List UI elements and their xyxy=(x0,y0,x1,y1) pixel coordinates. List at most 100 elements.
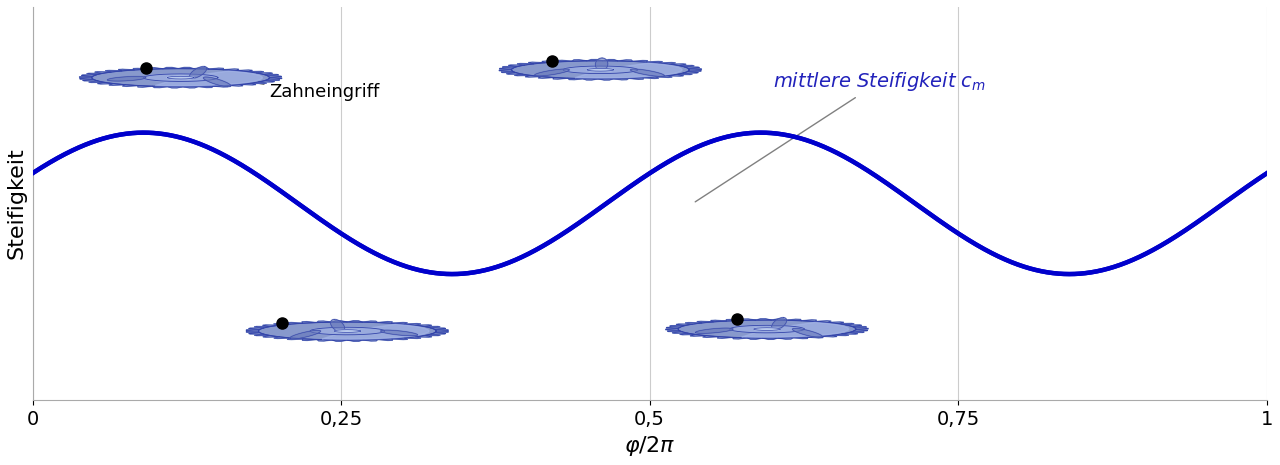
Polygon shape xyxy=(87,73,102,75)
Polygon shape xyxy=(302,322,316,323)
Polygon shape xyxy=(667,330,682,332)
Polygon shape xyxy=(563,66,637,73)
Polygon shape xyxy=(502,66,517,68)
Polygon shape xyxy=(598,79,613,80)
Polygon shape xyxy=(259,80,274,82)
Polygon shape xyxy=(499,68,513,70)
Polygon shape xyxy=(435,331,448,332)
Polygon shape xyxy=(287,323,302,324)
Polygon shape xyxy=(247,71,264,73)
Polygon shape xyxy=(772,319,787,320)
Polygon shape xyxy=(730,326,804,333)
Polygon shape xyxy=(256,73,273,74)
Polygon shape xyxy=(754,328,781,331)
Polygon shape xyxy=(79,78,93,80)
Polygon shape xyxy=(672,332,687,333)
Polygon shape xyxy=(669,326,685,327)
Polygon shape xyxy=(323,324,429,339)
Polygon shape xyxy=(246,331,260,332)
Polygon shape xyxy=(572,60,588,61)
Polygon shape xyxy=(334,330,361,332)
Polygon shape xyxy=(582,79,598,80)
X-axis label: $\varphi/2\pi$: $\varphi/2\pi$ xyxy=(625,434,676,458)
Polygon shape xyxy=(676,324,692,325)
Polygon shape xyxy=(209,68,224,70)
Polygon shape xyxy=(755,319,772,320)
Polygon shape xyxy=(262,325,279,326)
Polygon shape xyxy=(515,74,531,76)
Polygon shape xyxy=(380,330,417,336)
Polygon shape xyxy=(499,70,512,71)
Polygon shape xyxy=(108,76,146,81)
Polygon shape xyxy=(193,67,209,69)
Polygon shape xyxy=(787,319,801,321)
Polygon shape xyxy=(646,61,663,63)
Polygon shape xyxy=(854,330,868,331)
Polygon shape xyxy=(726,319,741,321)
Polygon shape xyxy=(424,334,440,336)
Polygon shape xyxy=(155,71,262,86)
Polygon shape xyxy=(392,322,407,324)
Polygon shape xyxy=(666,329,678,330)
Polygon shape xyxy=(689,68,701,70)
Polygon shape xyxy=(431,328,445,329)
Polygon shape xyxy=(632,60,648,62)
Polygon shape xyxy=(827,322,844,324)
Polygon shape xyxy=(846,325,861,326)
Polygon shape xyxy=(269,78,282,79)
Polygon shape xyxy=(680,333,696,335)
Polygon shape xyxy=(703,336,719,337)
Polygon shape xyxy=(837,323,854,325)
Polygon shape xyxy=(710,320,726,322)
Polygon shape xyxy=(265,79,280,80)
Text: mittlere Steifigkeit $c_m$: mittlere Steifigkeit $c_m$ xyxy=(695,70,986,202)
Polygon shape xyxy=(246,330,260,331)
Polygon shape xyxy=(88,81,105,82)
Polygon shape xyxy=(690,334,707,336)
Polygon shape xyxy=(698,321,713,323)
Polygon shape xyxy=(815,321,831,322)
Polygon shape xyxy=(588,60,603,61)
Y-axis label: Steifigkeit: Steifigkeit xyxy=(6,147,27,259)
Polygon shape xyxy=(148,68,163,69)
Polygon shape xyxy=(717,337,732,338)
Polygon shape xyxy=(143,74,218,81)
Polygon shape xyxy=(557,60,572,62)
Polygon shape xyxy=(685,323,701,324)
Polygon shape xyxy=(362,321,378,323)
Polygon shape xyxy=(163,67,178,69)
Polygon shape xyxy=(168,86,183,88)
Polygon shape xyxy=(310,327,384,335)
Polygon shape xyxy=(133,68,148,70)
Polygon shape xyxy=(289,330,320,339)
Polygon shape xyxy=(603,60,618,61)
Polygon shape xyxy=(214,86,228,87)
Polygon shape xyxy=(347,321,362,322)
Polygon shape xyxy=(248,328,264,330)
Polygon shape xyxy=(676,73,692,74)
Polygon shape xyxy=(332,321,347,322)
Polygon shape xyxy=(316,321,332,323)
Polygon shape xyxy=(512,61,689,79)
Polygon shape xyxy=(685,67,699,68)
Polygon shape xyxy=(268,76,282,78)
Polygon shape xyxy=(424,326,440,328)
Polygon shape xyxy=(138,86,152,87)
Polygon shape xyxy=(667,74,684,76)
Polygon shape xyxy=(678,66,694,67)
Polygon shape xyxy=(794,337,808,339)
Polygon shape xyxy=(820,335,837,337)
Polygon shape xyxy=(842,332,858,334)
Polygon shape xyxy=(801,320,817,321)
Polygon shape xyxy=(502,71,516,73)
Polygon shape xyxy=(123,85,138,86)
Polygon shape xyxy=(678,320,856,338)
Polygon shape xyxy=(255,326,270,328)
Polygon shape xyxy=(82,75,96,76)
Polygon shape xyxy=(808,336,823,338)
Polygon shape xyxy=(613,78,628,80)
Polygon shape xyxy=(168,76,195,79)
Polygon shape xyxy=(508,65,525,66)
Polygon shape xyxy=(236,70,252,72)
Polygon shape xyxy=(741,319,755,320)
